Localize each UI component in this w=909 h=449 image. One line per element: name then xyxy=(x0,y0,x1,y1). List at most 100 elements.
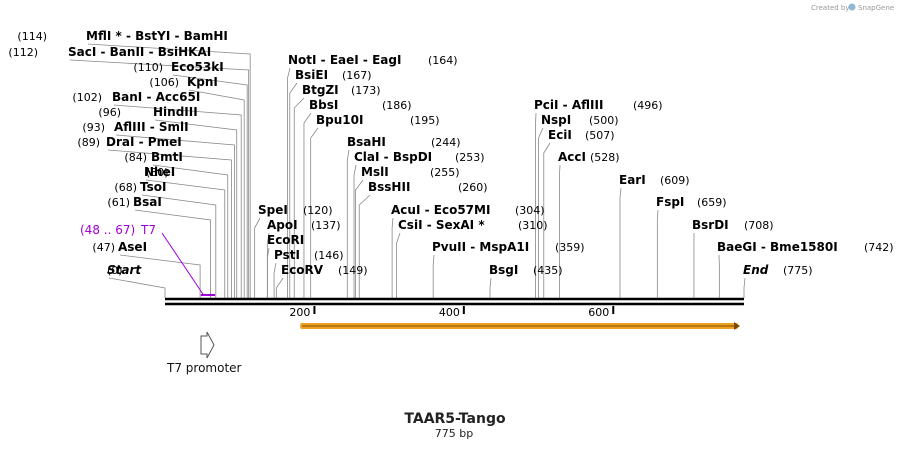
site-position-csii: (310) xyxy=(518,219,548,232)
site-name-kpni[interactable]: KpnI xyxy=(187,75,218,89)
site-name-csii[interactable]: CsiI - SexAI * xyxy=(398,218,485,232)
site-name-bsai[interactable]: BsaI xyxy=(133,195,162,209)
site-name-apoi[interactable]: ApoI xyxy=(267,218,298,232)
site-name-ecii[interactable]: EciI xyxy=(548,128,572,142)
site-leader-btgzi xyxy=(293,97,305,298)
site-leader-bmti xyxy=(152,164,229,298)
site-position-bmti: (84) xyxy=(124,151,147,164)
site-name-nhei[interactable]: NheI xyxy=(144,165,175,179)
site-name-fspi[interactable]: FspI xyxy=(656,195,684,209)
site-name-pcii[interactable]: PciI - AflIII xyxy=(534,98,603,112)
site-name-psti[interactable]: PstI xyxy=(274,248,300,262)
site-leader-bsahi xyxy=(346,149,350,298)
site-leader-mfli xyxy=(87,43,251,298)
site-isoschizomer[interactable]: - Eco57MI xyxy=(420,203,490,217)
site-isoschizomer[interactable]: - AflIII xyxy=(559,98,604,112)
site-name-bpu10i[interactable]: Bpu10I xyxy=(316,113,363,127)
site-leader-acui xyxy=(391,217,394,298)
site-leader-tsoi xyxy=(141,194,217,298)
site-name-bbsi[interactable]: BbsI xyxy=(309,98,338,112)
site-position-acci: (528) xyxy=(590,151,620,164)
site-name-spei[interactable]: SpeI xyxy=(258,203,288,217)
site-position-bsai: (61) xyxy=(107,196,130,209)
site-isoschizomer[interactable]: - EaeI xyxy=(317,53,359,67)
site-name-start[interactable]: Start xyxy=(107,263,142,277)
site-isoschizomer[interactable]: - BspDI xyxy=(379,150,432,164)
site-position-spei: (120) xyxy=(303,204,333,217)
site-leader-clai xyxy=(353,164,357,298)
site-isoschizomer[interactable]: - MspA1I xyxy=(466,240,529,254)
site-name-pvuii[interactable]: PvuII - MspA1I xyxy=(432,240,529,254)
site-name-asei[interactable]: AseI xyxy=(118,240,147,254)
site-leader-ecii xyxy=(543,142,551,298)
site-name-clai[interactable]: ClaI - BspDI xyxy=(354,150,432,164)
site-name-eco53ki[interactable]: Eco53kI xyxy=(171,60,224,74)
site-leader-drai xyxy=(107,149,232,298)
site-isoschizomer[interactable]: - Acc65I xyxy=(142,90,200,104)
site-leader-bpu10i xyxy=(310,127,319,298)
site-position-kpni: (106) xyxy=(149,76,179,89)
site-isoschizomer[interactable]: - BamHI xyxy=(170,29,228,43)
site-name-msli[interactable]: MslI xyxy=(361,165,389,179)
site-leader-hindiii xyxy=(154,119,238,298)
site-name-end[interactable]: End xyxy=(743,263,769,277)
site-name-ecorv[interactable]: EcoRV xyxy=(281,263,324,277)
site-name-acui[interactable]: AcuI - Eco57MI xyxy=(391,203,490,217)
site-isoschizomer[interactable]: - SexAI * xyxy=(423,218,486,232)
ruler-label: 200 xyxy=(289,306,310,319)
site-name-btgzi[interactable]: BtgZI xyxy=(302,83,339,97)
site-leader-start xyxy=(108,277,166,298)
site-position-mfli: (114) xyxy=(17,30,47,43)
site-position-clai: (253) xyxy=(455,151,485,164)
site-position-bsahi: (244) xyxy=(431,136,461,149)
site-position-eco53ki: (110) xyxy=(133,61,163,74)
site-name-bsshii[interactable]: BssHII xyxy=(368,180,410,194)
site-isoschizomer[interactable]: - BsiHKAI xyxy=(144,45,211,59)
site-leader-msli xyxy=(355,179,364,298)
site-position-ecii: (507) xyxy=(585,129,615,142)
site-leader-bbsi xyxy=(303,112,312,298)
site-position-bpu10i: (195) xyxy=(410,114,440,127)
site-name-ecori[interactable]: EcoRI xyxy=(267,233,304,247)
site-isoschizomer[interactable]: - BstYI xyxy=(122,29,171,43)
site-name-bsahi[interactable]: BsaHI xyxy=(347,135,386,149)
site-leader-ecori xyxy=(266,247,270,298)
site-isoschizomer[interactable]: - EagI xyxy=(359,53,402,67)
site-name-bsrdi[interactable]: BsrDI xyxy=(692,218,729,232)
site-leader-spei xyxy=(254,217,261,298)
site-position-eari: (609) xyxy=(660,174,690,187)
site-position-baegi: (742) xyxy=(864,241,894,254)
site-leader-end xyxy=(743,277,746,298)
site-name-baegi[interactable]: BaeGI - Bme1580I xyxy=(717,240,838,254)
site-name-bmti[interactable]: BmtI xyxy=(151,150,183,164)
site-isoschizomer[interactable]: - PmeI xyxy=(134,135,181,149)
site-position-msli: (255) xyxy=(430,166,460,179)
site-name-bsiei[interactable]: BsiEI xyxy=(295,68,328,82)
site-isoschizomer[interactable]: - Bme1580I xyxy=(757,240,838,254)
site-position-ecorv: (149) xyxy=(338,264,368,277)
site-name-afliii[interactable]: AflIII - SmlI xyxy=(114,120,189,134)
site-name-drai[interactable]: DraI - PmeI xyxy=(106,135,182,149)
site-leader-bsshii xyxy=(358,194,371,298)
site-leader-saci xyxy=(69,59,250,298)
credit-text: Created by xyxy=(811,4,850,12)
site-name-eari[interactable]: EarI xyxy=(619,173,646,187)
site-position-bsrdi: (708) xyxy=(744,219,774,232)
site-name-saci[interactable]: SacI - BanII - BsiHKAI xyxy=(68,45,211,59)
site-name-nspi[interactable]: NspI xyxy=(541,113,571,127)
site-name-hindiii[interactable]: HindIII xyxy=(153,105,198,119)
site-name-bsgi[interactable]: BsgI xyxy=(489,263,518,277)
site-position-btgzi: (173) xyxy=(351,84,381,97)
site-name-tsoi[interactable]: TsoI xyxy=(140,180,166,194)
primer-leader-line xyxy=(161,232,204,295)
site-name-noti[interactable]: NotI - EaeI - EagI xyxy=(288,53,401,67)
site-leader-psti xyxy=(273,262,277,298)
site-position-end: (775) xyxy=(783,264,813,277)
site-name-acci[interactable]: AccI xyxy=(558,150,586,164)
site-isoschizomer[interactable]: - SmlI xyxy=(146,120,189,134)
site-name-bani[interactable]: BanI - Acc65I xyxy=(112,90,200,104)
site-isoschizomer[interactable]: - BanII xyxy=(96,45,144,59)
site-name-mfli[interactable]: MflI * - BstYI - BamHI xyxy=(86,29,228,43)
site-leader-noti xyxy=(287,67,291,298)
